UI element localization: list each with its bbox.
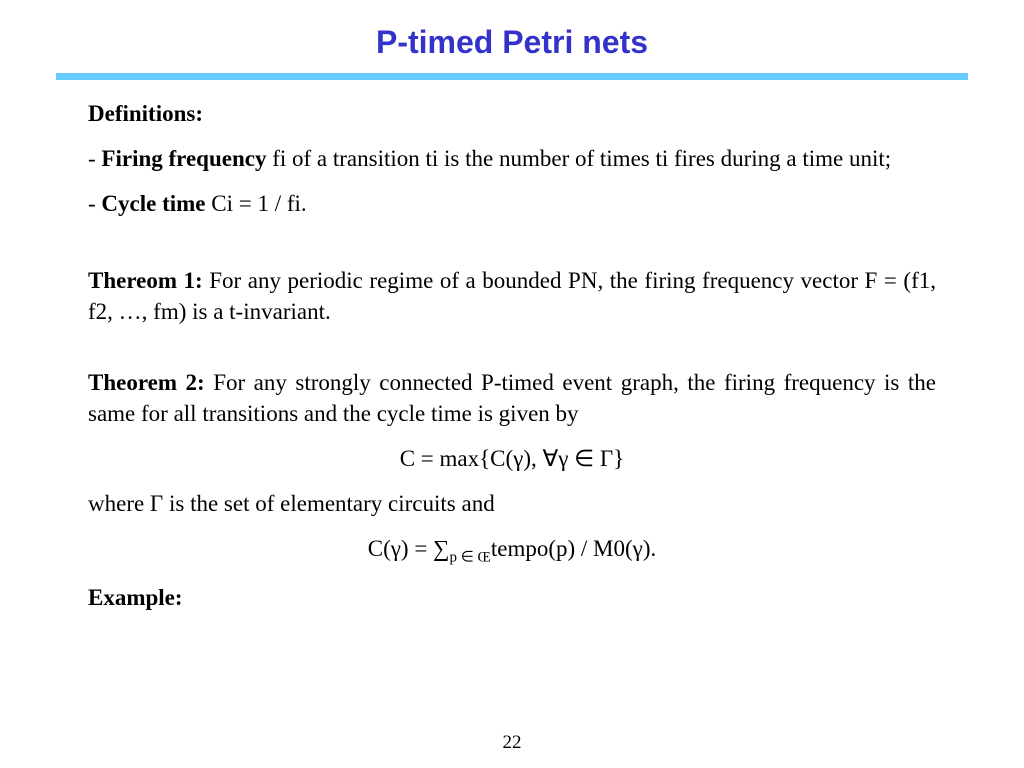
where-clause: where Γ is the set of elementary circuit… <box>88 488 936 519</box>
example-heading: Example: <box>88 582 936 613</box>
firing-freq-text: fi of a transition ti is the number of t… <box>266 146 891 171</box>
theorem-2-text: For any strongly connected P-timed event… <box>88 370 936 426</box>
formula-c-max: C = max{C(γ), ∀γ ∈ Γ} <box>88 443 936 474</box>
theorem-1-text: For any periodic regime of a bounded PN,… <box>88 268 936 324</box>
cycle-time-def: - Cycle time Ci = 1 / fi. <box>88 188 936 219</box>
formula2-subscript: p ∈ Œ <box>449 550 490 566</box>
example-label: Example: <box>88 585 183 610</box>
cycle-time-text: Ci = 1 / fi. <box>206 191 307 216</box>
page-title: P-timed Petri nets <box>0 0 1024 73</box>
theorem-1: Thereom 1: For any periodic regime of a … <box>88 265 936 327</box>
theorem-1-label: Thereom 1: <box>88 268 203 293</box>
firing-freq-term: Firing frequency <box>101 146 266 171</box>
theorem-2-label: Theorem 2: <box>88 370 205 395</box>
definitions-label: Definitions: <box>88 101 203 126</box>
firing-frequency-def: - Firing frequency fi of a transition ti… <box>88 143 936 174</box>
page-number: 22 <box>0 732 1024 754</box>
formula2-post: tempo(p) / M0(γ). <box>491 536 656 561</box>
cycle-time-term: Cycle time <box>101 191 205 216</box>
slide-content: Definitions: - Firing frequency fi of a … <box>0 80 1024 613</box>
title-divider <box>56 73 968 80</box>
definitions-heading: Definitions: <box>88 98 936 129</box>
formula2-pre: C(γ) = ∑ <box>368 536 450 561</box>
theorem-2: Theorem 2: For any strongly connected P-… <box>88 367 936 429</box>
formula-c-gamma: C(γ) = ∑p ∈ Œtempo(p) / M0(γ). <box>88 533 936 568</box>
